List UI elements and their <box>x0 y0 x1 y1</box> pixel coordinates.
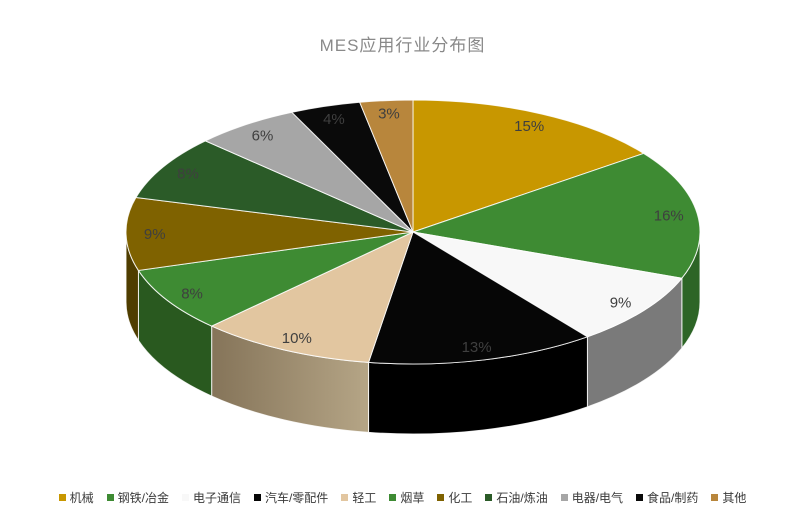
legend-item-label: 其他 <box>722 491 747 505</box>
legend-swatch <box>106 494 114 501</box>
legend-item[interactable]: 电器/电气 <box>560 489 624 506</box>
data-label-0: 15% <box>514 118 544 135</box>
chart-title: MES应用行业分布图 <box>319 36 486 55</box>
data-label-7: 8% <box>177 166 199 183</box>
legend-item[interactable]: 烟草 <box>389 489 424 506</box>
pie-slice-0[interactable] <box>412 99 645 233</box>
legend-item-label: 石油/炼油 <box>496 491 548 505</box>
legend-item-label: 汽车/零配件 <box>264 491 329 505</box>
legend-swatch <box>711 494 719 501</box>
data-label-4: 10% <box>282 330 312 347</box>
legend-item-label: 轻工 <box>352 491 377 505</box>
pie-slice-3[interactable] <box>367 231 589 365</box>
legend-item-label: 食品/制药 <box>647 491 699 505</box>
legend-item[interactable]: 轻工 <box>341 489 376 506</box>
legend-item-label: 烟草 <box>400 491 425 505</box>
pie-slice-4[interactable] <box>210 231 414 363</box>
legend-swatch <box>253 494 261 501</box>
legend-item-label: 电器/电气 <box>571 491 624 505</box>
legend-item-label: 钢铁/冶金 <box>117 491 169 505</box>
legend-swatch <box>437 494 445 501</box>
legend-swatch <box>341 494 349 501</box>
pie-slice-2[interactable] <box>412 231 683 338</box>
legend-swatch <box>58 494 66 501</box>
legend-swatch <box>485 494 493 501</box>
legend-item[interactable]: 钢铁/冶金 <box>106 489 169 506</box>
legend-swatch <box>560 494 568 501</box>
pie-slice-1[interactable] <box>412 152 701 279</box>
chart-legend: 机械 钢铁/冶金 电子通信 汽车/零配件 轻工 烟草 化工 石油/炼油 电器/电气 食品/制药 其他 <box>0 489 805 506</box>
data-label-1: 16% <box>654 207 684 224</box>
data-label-10: 3% <box>378 106 400 123</box>
legend-item[interactable]: 机械 <box>58 489 94 506</box>
legend-swatch <box>636 494 644 501</box>
legend-item[interactable]: 化工 <box>437 489 472 506</box>
legend-item-label: 电子通信 <box>192 491 241 505</box>
legend-item-label: 化工 <box>448 491 473 505</box>
pie-slice-6[interactable] <box>125 196 414 271</box>
pie-slice-10[interactable] <box>359 99 414 233</box>
legend-item[interactable]: 电子通信 <box>181 489 241 506</box>
data-label-2: 9% <box>610 295 632 312</box>
data-label-3: 13% <box>462 339 492 356</box>
legend-item[interactable]: 汽车/零配件 <box>253 489 329 506</box>
pie-slice-7[interactable] <box>135 140 414 233</box>
legend-item[interactable]: 食品/制药 <box>636 489 698 506</box>
legend-item-label: 机械 <box>69 491 94 505</box>
legend-item[interactable]: 其他 <box>711 489 746 506</box>
legend-item[interactable]: 石油/炼油 <box>485 489 548 506</box>
data-label-5: 8% <box>181 286 203 303</box>
legend-swatch <box>389 494 397 501</box>
data-label-9: 4% <box>323 111 345 128</box>
legend-swatch <box>181 494 189 501</box>
data-label-8: 6% <box>252 127 274 144</box>
pie-slice-5[interactable] <box>137 231 414 327</box>
data-label-6: 9% <box>144 226 166 243</box>
